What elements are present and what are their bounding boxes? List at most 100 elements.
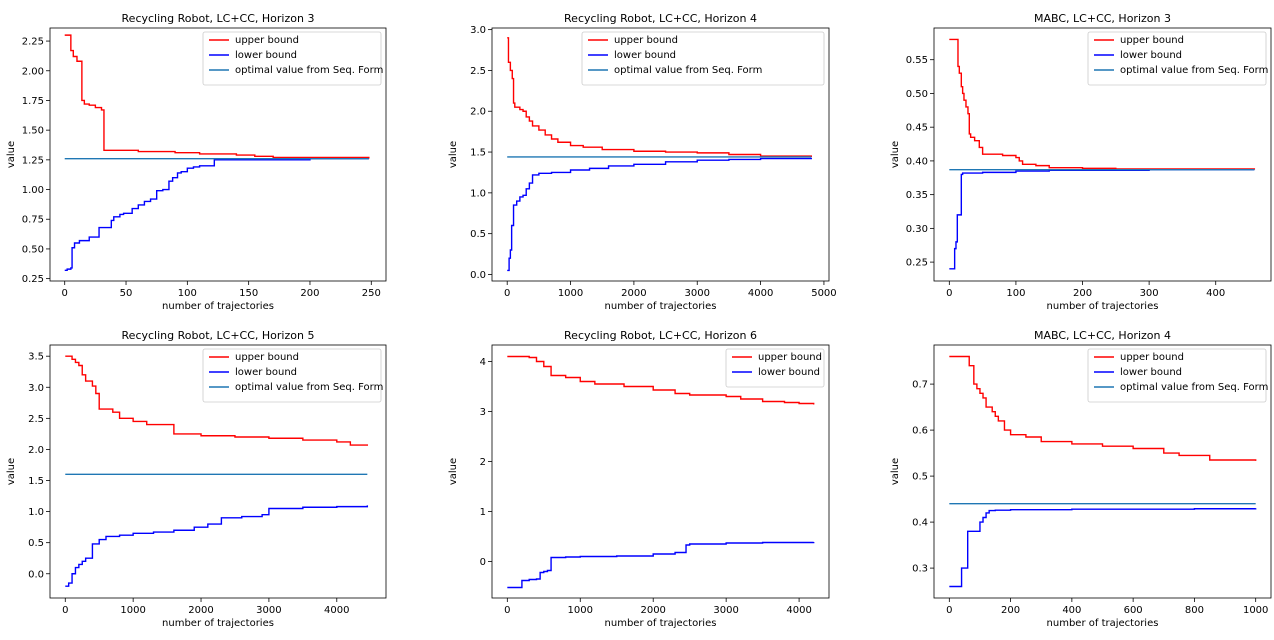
legend-entry: upper bound xyxy=(614,35,678,46)
y-tick-label: 3.0 xyxy=(28,383,44,394)
x-tick-label: 2000 xyxy=(621,288,646,299)
x-tick-label: 200 xyxy=(300,288,319,299)
x-tick-label: 250 xyxy=(362,288,381,299)
plot-frame xyxy=(933,27,1272,282)
legend: upper bound lower bound xyxy=(725,348,825,388)
y-tick-label: 0.75 xyxy=(22,215,44,226)
y-tick-label: 0.0 xyxy=(28,569,44,580)
y-tick-label: 1.25 xyxy=(22,155,44,166)
y-tick-label: 1.00 xyxy=(22,185,44,196)
y-tick-label: 0.30 xyxy=(906,224,928,235)
x-tick-label: 2000 xyxy=(188,605,213,616)
chart-title: MABC, LC+CC, Horizon 4 xyxy=(1034,329,1171,342)
plot-frame xyxy=(49,344,387,599)
y-axis-label: value xyxy=(448,141,459,168)
legend-entry: optimal value from Seq. Form xyxy=(614,65,762,76)
x-tick-label: 800 xyxy=(1185,605,1204,616)
legend: upper bound lower bound optimal value from… xyxy=(1087,31,1268,86)
y-tick-label: 0.50 xyxy=(906,89,928,100)
legend-box xyxy=(1087,348,1267,403)
x-tick-label: 600 xyxy=(1124,605,1143,616)
chart-panel-6: MABC, LC+CC, Horizon 4 0 200 400 600 800 1000 0… xyxy=(890,329,1272,629)
y-axis-label: value xyxy=(890,458,901,485)
legend-entry: lower bound xyxy=(614,50,676,61)
y-tick-label: 0.25 xyxy=(22,274,44,285)
y-axis-label: value xyxy=(448,458,459,485)
x-tick-label: 200 xyxy=(1001,605,1020,616)
x-tick-label: 1000 xyxy=(568,605,593,616)
plot-frame xyxy=(933,344,1272,599)
legend-entry: lower bound xyxy=(758,367,820,378)
series-line-upper-bound xyxy=(507,355,815,405)
y-tick-label: 1.50 xyxy=(22,126,44,137)
y-tick-label: 0.0 xyxy=(470,270,486,281)
chart-panel-3: MABC, LC+CC, Horizon 3 0 100 200 300 400 0.25 0… xyxy=(890,12,1272,312)
y-tick-label: 0 xyxy=(480,557,486,568)
y-tick-label: 1 xyxy=(480,507,486,518)
legend-entry: upper bound xyxy=(1120,352,1184,363)
x-tick-label: 150 xyxy=(239,288,258,299)
legend: upper bound lower bound optimal value from… xyxy=(202,31,383,86)
legend-box xyxy=(581,31,825,86)
legend-entry: lower bound xyxy=(1120,50,1182,61)
x-tick-label: 1000 xyxy=(1243,605,1268,616)
chart-title: Recycling Robot, LC+CC, Horizon 3 xyxy=(122,12,315,25)
y-tick-label: 0.25 xyxy=(906,258,928,269)
chart-title: Recycling Robot, LC+CC, Horizon 6 xyxy=(564,329,757,342)
legend-entry: optimal value from Seq. Form xyxy=(235,382,383,393)
series-line-upper-bound xyxy=(64,34,370,159)
legend-entry: lower bound xyxy=(1120,367,1182,378)
y-tick-label: 0.6 xyxy=(912,426,928,437)
legend-box xyxy=(202,348,382,403)
legend-entry: lower bound xyxy=(235,50,297,61)
legend-entry: optimal value from Seq. Form xyxy=(1120,65,1268,76)
x-tick-label: 1000 xyxy=(558,288,583,299)
y-tick-label: 2.0 xyxy=(28,445,44,456)
y-tick-label: 0.5 xyxy=(912,472,928,483)
chart-panel-1: Recycling Robot, LC+CC, Horizon 3 0 50 100 1… xyxy=(6,12,387,312)
x-axis-label: number of trajectories xyxy=(1047,618,1159,629)
x-tick-label: 400 xyxy=(1206,288,1225,299)
legend-entry: upper bound xyxy=(758,352,822,363)
legend-box xyxy=(725,348,825,388)
x-tick-label: 0 xyxy=(946,605,952,616)
y-tick-label: 3.0 xyxy=(470,25,486,36)
x-axis-label: number of trajectories xyxy=(162,301,274,312)
y-tick-label: 1.75 xyxy=(22,96,44,107)
series-line-upper-bound xyxy=(949,355,1257,461)
y-tick-label: 0.45 xyxy=(906,123,928,134)
legend-entry: upper bound xyxy=(235,352,299,363)
y-tick-label: 3.5 xyxy=(28,352,44,363)
y-tick-label: 0.7 xyxy=(912,380,928,391)
series-line-lower-bound xyxy=(64,157,369,272)
y-tick-label: 1.0 xyxy=(470,188,486,199)
legend-box xyxy=(202,31,382,86)
legend-entry: upper bound xyxy=(1120,35,1184,46)
x-tick-label: 200 xyxy=(1073,288,1092,299)
x-tick-label: 3000 xyxy=(713,605,738,616)
series-line-lower-bound xyxy=(65,505,369,587)
plot-frame xyxy=(491,27,830,282)
y-tick-label: 1.0 xyxy=(28,507,44,518)
chart-title: Recycling Robot, LC+CC, Horizon 5 xyxy=(122,329,315,342)
x-tick-label: 100 xyxy=(178,288,197,299)
y-tick-label: 0.40 xyxy=(906,156,928,167)
y-tick-label: 2.0 xyxy=(470,107,486,118)
legend-entry: optimal value from Seq. Form xyxy=(235,65,383,76)
y-tick-label: 2.5 xyxy=(470,66,486,77)
y-axis-label: value xyxy=(890,141,901,168)
legend-box xyxy=(1087,31,1267,86)
series-line-upper-bound xyxy=(507,37,812,157)
chart-panel-2: Recycling Robot, LC+CC, Horizon 4 0 1000 20… xyxy=(448,12,837,312)
x-tick-label: 0 xyxy=(946,288,952,299)
x-tick-label: 5000 xyxy=(811,288,836,299)
x-axis-label: number of trajectories xyxy=(162,618,274,629)
x-tick-label: 50 xyxy=(120,288,133,299)
chart-title: Recycling Robot, LC+CC, Horizon 4 xyxy=(564,12,757,25)
y-tick-label: 3 xyxy=(480,407,486,418)
y-tick-label: 1.5 xyxy=(28,476,44,487)
x-axis-label: number of trajectories xyxy=(605,618,717,629)
y-tick-label: 2.5 xyxy=(28,414,44,425)
x-tick-label: 2000 xyxy=(640,605,665,616)
